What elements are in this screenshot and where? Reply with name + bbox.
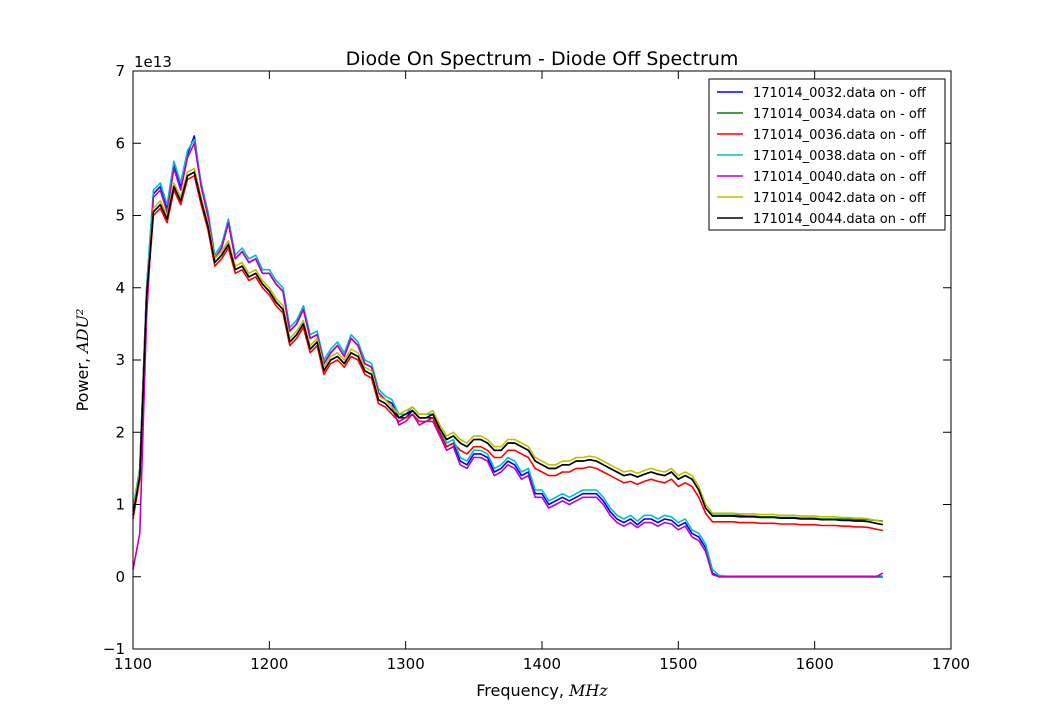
y-tick-label-1: 0 [115, 568, 125, 586]
y-axis-label: Power, ADU² [73, 309, 92, 412]
x-tick-label-3: 1400 [523, 655, 561, 673]
legend-label-4: 171014_0040.data on - off [753, 170, 927, 185]
legend-label-0: 171014_0032.data on - off [753, 86, 927, 101]
legend-label-2: 171014_0036.data on - off [753, 128, 927, 143]
y-axis-unit: ADU² [73, 309, 92, 355]
chart-title: Diode On Spectrum - Diode Off Spectrum [346, 48, 739, 70]
x-tick-label-4: 1500 [659, 655, 697, 673]
y-tick-label-8: 7 [115, 62, 125, 80]
x-tick-label-6: 1700 [932, 655, 970, 673]
y-tick-label-7: 6 [115, 134, 125, 152]
legend-label-6: 171014_0044.data on - off [753, 212, 927, 227]
y-tick-label-3: 2 [115, 423, 125, 441]
y-tick-label-5: 4 [115, 279, 125, 297]
axis-ticks: 1100 1200 1300 1400 1500 1600 1700 −1 0 1 2 3 4 5 6 7 [103, 62, 970, 673]
legend-box [708, 78, 946, 231]
legend-label-3: 171014_0038.data on - off [753, 149, 927, 164]
y-tick-label-6: 5 [115, 207, 125, 225]
x-tick-label-1: 1200 [250, 655, 288, 673]
y-tick-label-2: 1 [115, 496, 125, 514]
y-tick-label-0: −1 [103, 640, 125, 658]
legend-label-5: 171014_0042.data on - off [753, 191, 927, 206]
plot-lines [132, 135, 884, 578]
series-line-2 [132, 175, 883, 532]
series-line-5 [132, 167, 883, 523]
x-tick-label-2: 1300 [387, 655, 425, 673]
x-axis-label-text: Frequency, [476, 681, 569, 700]
series-line-6 [132, 171, 883, 526]
x-tick-label-5: 1600 [796, 655, 834, 673]
y-offset-text: 1e13 [134, 53, 172, 71]
series-line-4 [132, 142, 884, 578]
legend: 171014_0032.data on - off 171014_0034.dat… [708, 78, 946, 231]
y-tick-label-4: 3 [115, 351, 125, 369]
y-axis-label-text: Power, [73, 353, 92, 412]
legend-label-1: 171014_0034.data on - off [753, 107, 927, 122]
x-axis-label: Frequency, MHz [476, 681, 608, 700]
x-axis-unit: MHz [568, 681, 608, 700]
x-tick-label-0: 1100 [114, 655, 152, 673]
